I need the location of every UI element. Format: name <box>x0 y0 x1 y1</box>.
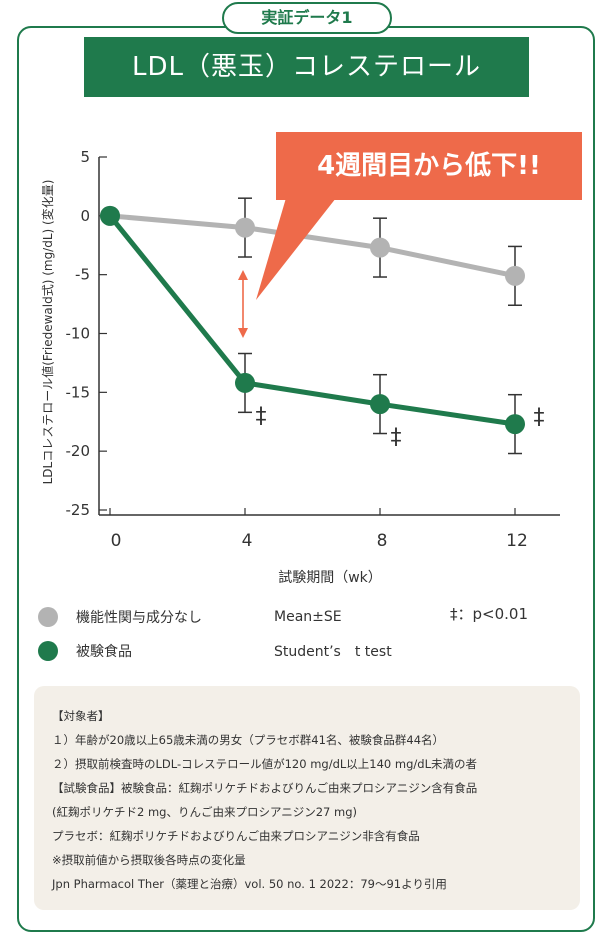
ldl-chart: 5 0 -5 -10 -15 -20 -25 0 4 8 12 試験期間（wk） LDLコレステロール値… <box>40 148 560 586</box>
legend-item-test-food: 被験食品 <box>38 638 132 664</box>
legend-label-test-food: 被験食品 <box>76 644 132 660</box>
data-point <box>505 265 525 286</box>
data-point <box>235 217 255 238</box>
note-line: 【対象者】 <box>52 709 110 723</box>
y-tick-label: -5 <box>75 266 90 284</box>
x-tick-label: 8 <box>377 531 388 551</box>
x-tick-label: 0 <box>111 531 122 551</box>
y-tick-label: 5 <box>80 148 90 166</box>
page-title: LDL（悪玉）コレステロール <box>84 37 529 97</box>
y-tick-label: -15 <box>66 383 91 401</box>
note-line: 【試験食品】被験食品：紅麹ポリケチドおよびりんご由来プロシアニジン含有食品 <box>52 781 478 795</box>
data-point <box>100 205 120 226</box>
callout-banner: 4週間目から低下!! <box>276 132 582 200</box>
legend-item-placebo: 機能性関与成分なし <box>38 604 202 630</box>
legend-dot-test-food <box>38 641 58 661</box>
y-tick-label: -10 <box>66 325 91 343</box>
x-tick-label: 12 <box>506 531 528 551</box>
x-axis-label: 試験期間（wk） <box>278 570 382 586</box>
significance-mark: ‡ <box>534 405 545 430</box>
arrow-head-down <box>238 328 248 338</box>
significance-mark: ‡ <box>391 425 402 450</box>
y-axis-label: LDLコレステロール値(Friedewald式) (mg/dL) (変化量) <box>40 180 55 485</box>
y-tick-label: 0 <box>80 207 90 225</box>
evidence-badge: 実証データ1 <box>222 2 392 34</box>
note-line: １）年齢が20歳以上65歳未満の男女（プラセボ群41名、被験食品群44名） <box>52 733 445 747</box>
note-line: (紅麹ポリケチド2 mg、りんご由来プロシアニジン27 mg) <box>52 805 358 819</box>
x-tick-label: 4 <box>242 531 253 551</box>
data-point <box>505 414 525 435</box>
callout-pointer <box>256 198 336 300</box>
note-line: ※摂取前値から摂取後各時点の変化量 <box>52 853 246 867</box>
data-point <box>370 394 390 415</box>
legend: 機能性関与成分なし 被験食品 Mean±SE Student’s t test … <box>38 600 578 670</box>
legend-significance: ‡：p<0.01 <box>450 604 528 623</box>
legend-stat-mean: Mean±SE <box>274 609 342 625</box>
y-tick-label: -25 <box>66 501 91 519</box>
series-line <box>109 213 516 279</box>
legend-dot-placebo <box>38 607 58 627</box>
notes-box: 【対象者】 １）年齢が20歳以上65歳未満の男女（プラセボ群41名、被験食品群4… <box>34 686 580 910</box>
note-line: プラセボ：紅麹ポリケチドおよびりんご由来プロシアニジン非含有食品 <box>52 829 420 843</box>
y-tick-label: -20 <box>66 442 91 460</box>
note-line: Jpn Pharmacol Ther（薬理と治療）vol. 50 no. 1 2… <box>52 877 447 891</box>
legend-stat-test: Student’s t test <box>274 644 392 660</box>
data-point <box>370 237 390 258</box>
data-point <box>235 372 255 393</box>
legend-label-placebo: 機能性関与成分なし <box>76 610 202 626</box>
arrow-head-up <box>238 270 248 280</box>
note-line: ２）摂取前検査時のLDL-コレステロール値が120 mg/dL以上140 mg/… <box>52 757 477 771</box>
significance-mark: ‡ <box>256 404 267 429</box>
series-line <box>108 214 516 427</box>
